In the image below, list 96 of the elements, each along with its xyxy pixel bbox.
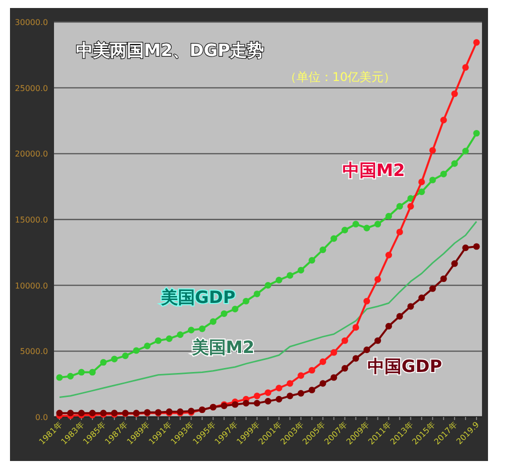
line-series <box>58 220 478 398</box>
point <box>308 257 316 264</box>
point <box>330 235 338 242</box>
point <box>385 252 392 258</box>
point <box>298 390 304 397</box>
point <box>385 322 392 330</box>
y-tick-label: 15000.0 <box>14 216 48 224</box>
point <box>254 392 260 400</box>
point <box>396 228 403 236</box>
point <box>89 368 96 376</box>
point <box>67 372 74 380</box>
point <box>429 285 436 292</box>
point <box>308 366 316 374</box>
point <box>188 326 194 334</box>
point <box>462 64 469 71</box>
point <box>308 386 316 394</box>
point <box>122 352 129 360</box>
point <box>298 372 304 379</box>
text: （单位：10亿美元） <box>284 70 396 84</box>
y-tick-label: 5000.0 <box>20 347 48 356</box>
y-tick-label: 10000.0 <box>14 281 48 290</box>
point <box>418 178 425 186</box>
point <box>429 176 436 184</box>
point <box>363 346 370 354</box>
point <box>407 303 414 310</box>
point <box>78 368 85 376</box>
point <box>407 203 414 210</box>
point <box>473 243 480 250</box>
point <box>286 392 294 400</box>
point <box>320 246 326 254</box>
y-tick-label: 20000.0 <box>14 150 48 159</box>
point <box>385 212 392 220</box>
point <box>352 220 360 228</box>
point <box>374 276 382 283</box>
point <box>100 359 107 366</box>
point <box>429 147 436 154</box>
point <box>111 356 118 362</box>
point <box>166 335 173 342</box>
point <box>254 290 260 298</box>
point <box>320 358 326 365</box>
point <box>363 224 370 232</box>
point <box>451 160 458 167</box>
point <box>374 220 382 228</box>
point <box>462 244 469 252</box>
point <box>342 364 348 372</box>
point <box>396 312 403 320</box>
point <box>276 396 282 403</box>
point <box>276 384 282 392</box>
point <box>320 380 326 387</box>
point <box>176 331 184 338</box>
point <box>342 337 348 344</box>
point <box>67 410 74 416</box>
point <box>462 148 469 154</box>
point <box>342 226 348 234</box>
point <box>330 374 338 381</box>
point <box>352 324 360 331</box>
point <box>451 260 458 267</box>
point <box>144 342 151 350</box>
point <box>242 400 250 406</box>
point <box>374 337 382 344</box>
point <box>473 130 480 137</box>
point <box>198 325 206 332</box>
point <box>363 298 370 304</box>
point <box>220 310 228 317</box>
y-tick-label: 0.0 <box>35 413 48 422</box>
point <box>264 398 272 404</box>
point <box>232 401 238 408</box>
y-tick-label: 25000.0 <box>14 84 48 93</box>
point <box>56 374 63 381</box>
point <box>286 272 294 279</box>
point <box>56 410 63 416</box>
series-label: 美国GDP <box>160 288 236 308</box>
point <box>396 203 403 210</box>
point <box>418 188 425 196</box>
point <box>418 294 425 302</box>
series-label: 中国M2 <box>342 160 406 181</box>
point <box>298 266 304 274</box>
point <box>440 116 447 124</box>
point <box>440 170 447 178</box>
series-label: 中国GDP <box>368 356 442 377</box>
point <box>232 306 238 312</box>
point <box>286 380 294 387</box>
point <box>330 349 338 356</box>
point <box>133 347 140 354</box>
point <box>473 39 480 46</box>
y-tick-label: 30000.0 <box>14 18 48 27</box>
point <box>451 90 458 98</box>
point <box>352 355 360 362</box>
point <box>242 298 250 304</box>
point <box>154 337 162 344</box>
point <box>440 275 447 282</box>
point <box>264 389 272 396</box>
point <box>264 282 272 289</box>
point <box>276 276 282 284</box>
point <box>210 318 216 325</box>
point <box>254 400 260 406</box>
